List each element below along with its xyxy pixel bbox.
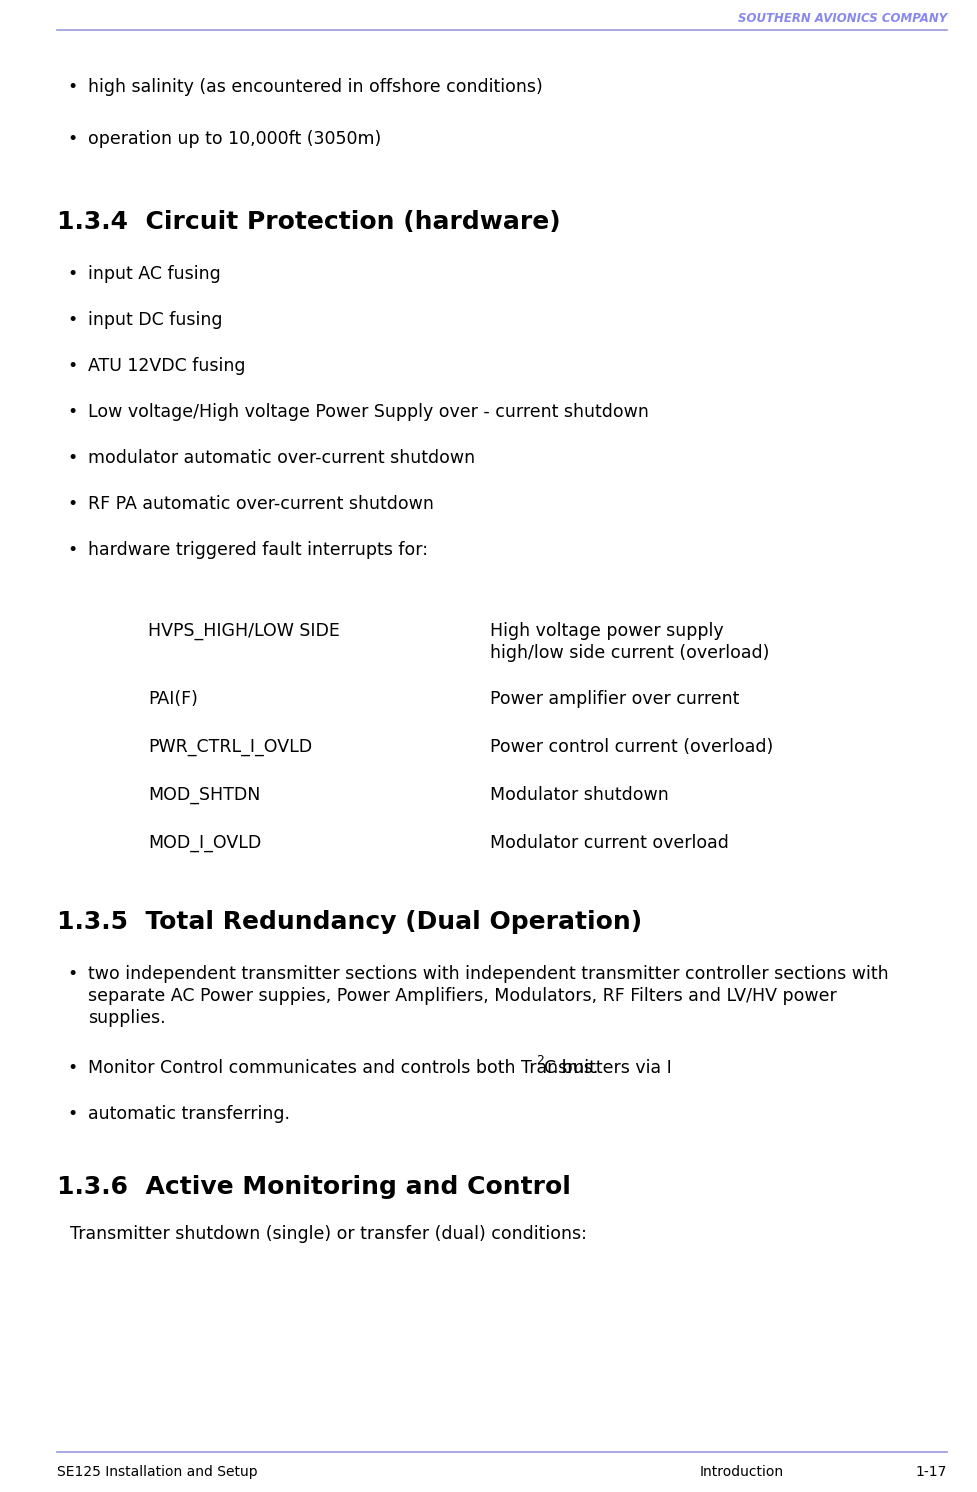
Text: operation up to 10,000ft (3050m): operation up to 10,000ft (3050m) (88, 130, 381, 148)
Text: •: • (66, 1059, 77, 1077)
Text: •: • (66, 965, 77, 983)
Text: C bus.: C bus. (543, 1059, 598, 1077)
Text: ATU 12VDC fusing: ATU 12VDC fusing (88, 357, 245, 374)
Text: •: • (66, 403, 77, 421)
Text: •: • (66, 130, 77, 148)
Text: PWR_CTRL_I_OVLD: PWR_CTRL_I_OVLD (148, 739, 312, 756)
Text: high/low side current (overload): high/low side current (overload) (490, 645, 769, 662)
Text: HVPS_HIGH/LOW SIDE: HVPS_HIGH/LOW SIDE (148, 622, 340, 640)
Text: High voltage power supply: High voltage power supply (490, 622, 724, 640)
Text: 1.3.4  Circuit Protection (hardware): 1.3.4 Circuit Protection (hardware) (57, 210, 561, 234)
Text: 1.3.5  Total Redundancy (Dual Operation): 1.3.5 Total Redundancy (Dual Operation) (57, 910, 642, 934)
Text: input DC fusing: input DC fusing (88, 310, 228, 330)
Text: Monitor Control communicates and controls both Transmitters via I: Monitor Control communicates and control… (88, 1059, 672, 1077)
Text: •: • (66, 1106, 77, 1123)
Text: automatic transferring.: automatic transferring. (88, 1106, 290, 1123)
Text: Modulator shutdown: Modulator shutdown (490, 786, 668, 804)
Text: input AC fusing: input AC fusing (88, 266, 221, 283)
Text: •: • (66, 266, 77, 283)
Text: 1.3.6  Active Monitoring and Control: 1.3.6 Active Monitoring and Control (57, 1176, 571, 1200)
Text: high salinity (as encountered in offshore conditions): high salinity (as encountered in offshor… (88, 78, 543, 95)
Text: •: • (66, 78, 77, 95)
Text: Introduction: Introduction (700, 1465, 785, 1479)
Text: Transmitter shutdown (single) or transfer (dual) conditions:: Transmitter shutdown (single) or transfe… (70, 1225, 587, 1243)
Text: •: • (66, 542, 77, 560)
Text: supplies.: supplies. (88, 1009, 166, 1026)
Text: 1-17: 1-17 (915, 1465, 947, 1479)
Text: two independent transmitter sections with independent transmitter controller sec: two independent transmitter sections wit… (88, 965, 889, 983)
Text: •: • (66, 495, 77, 513)
Text: Power control current (overload): Power control current (overload) (490, 739, 773, 756)
Text: PAI(F): PAI(F) (148, 689, 198, 709)
Text: RF PA automatic over-current shutdown: RF PA automatic over-current shutdown (88, 495, 434, 513)
Text: Modulator current overload: Modulator current overload (490, 834, 729, 852)
Text: SOUTHERN AVIONICS COMPANY: SOUTHERN AVIONICS COMPANY (738, 12, 947, 24)
Text: hardware triggered fault interrupts for:: hardware triggered fault interrupts for: (88, 542, 428, 560)
Text: MOD_I_OVLD: MOD_I_OVLD (148, 834, 261, 852)
Text: Low voltage/High voltage Power Supply over - current shutdown: Low voltage/High voltage Power Supply ov… (88, 403, 649, 421)
Text: Power amplifier over current: Power amplifier over current (490, 689, 740, 709)
Text: •: • (66, 449, 77, 467)
Text: •: • (66, 357, 77, 374)
Text: •: • (66, 310, 77, 330)
Text: SE125 Installation and Setup: SE125 Installation and Setup (57, 1465, 258, 1479)
Text: modulator automatic over-current shutdown: modulator automatic over-current shutdow… (88, 449, 475, 467)
Text: separate AC Power suppies, Power Amplifiers, Modulators, RF Filters and LV/HV po: separate AC Power suppies, Power Amplifi… (88, 988, 836, 1006)
Text: 2: 2 (536, 1053, 544, 1067)
Text: MOD_SHTDN: MOD_SHTDN (148, 786, 261, 804)
